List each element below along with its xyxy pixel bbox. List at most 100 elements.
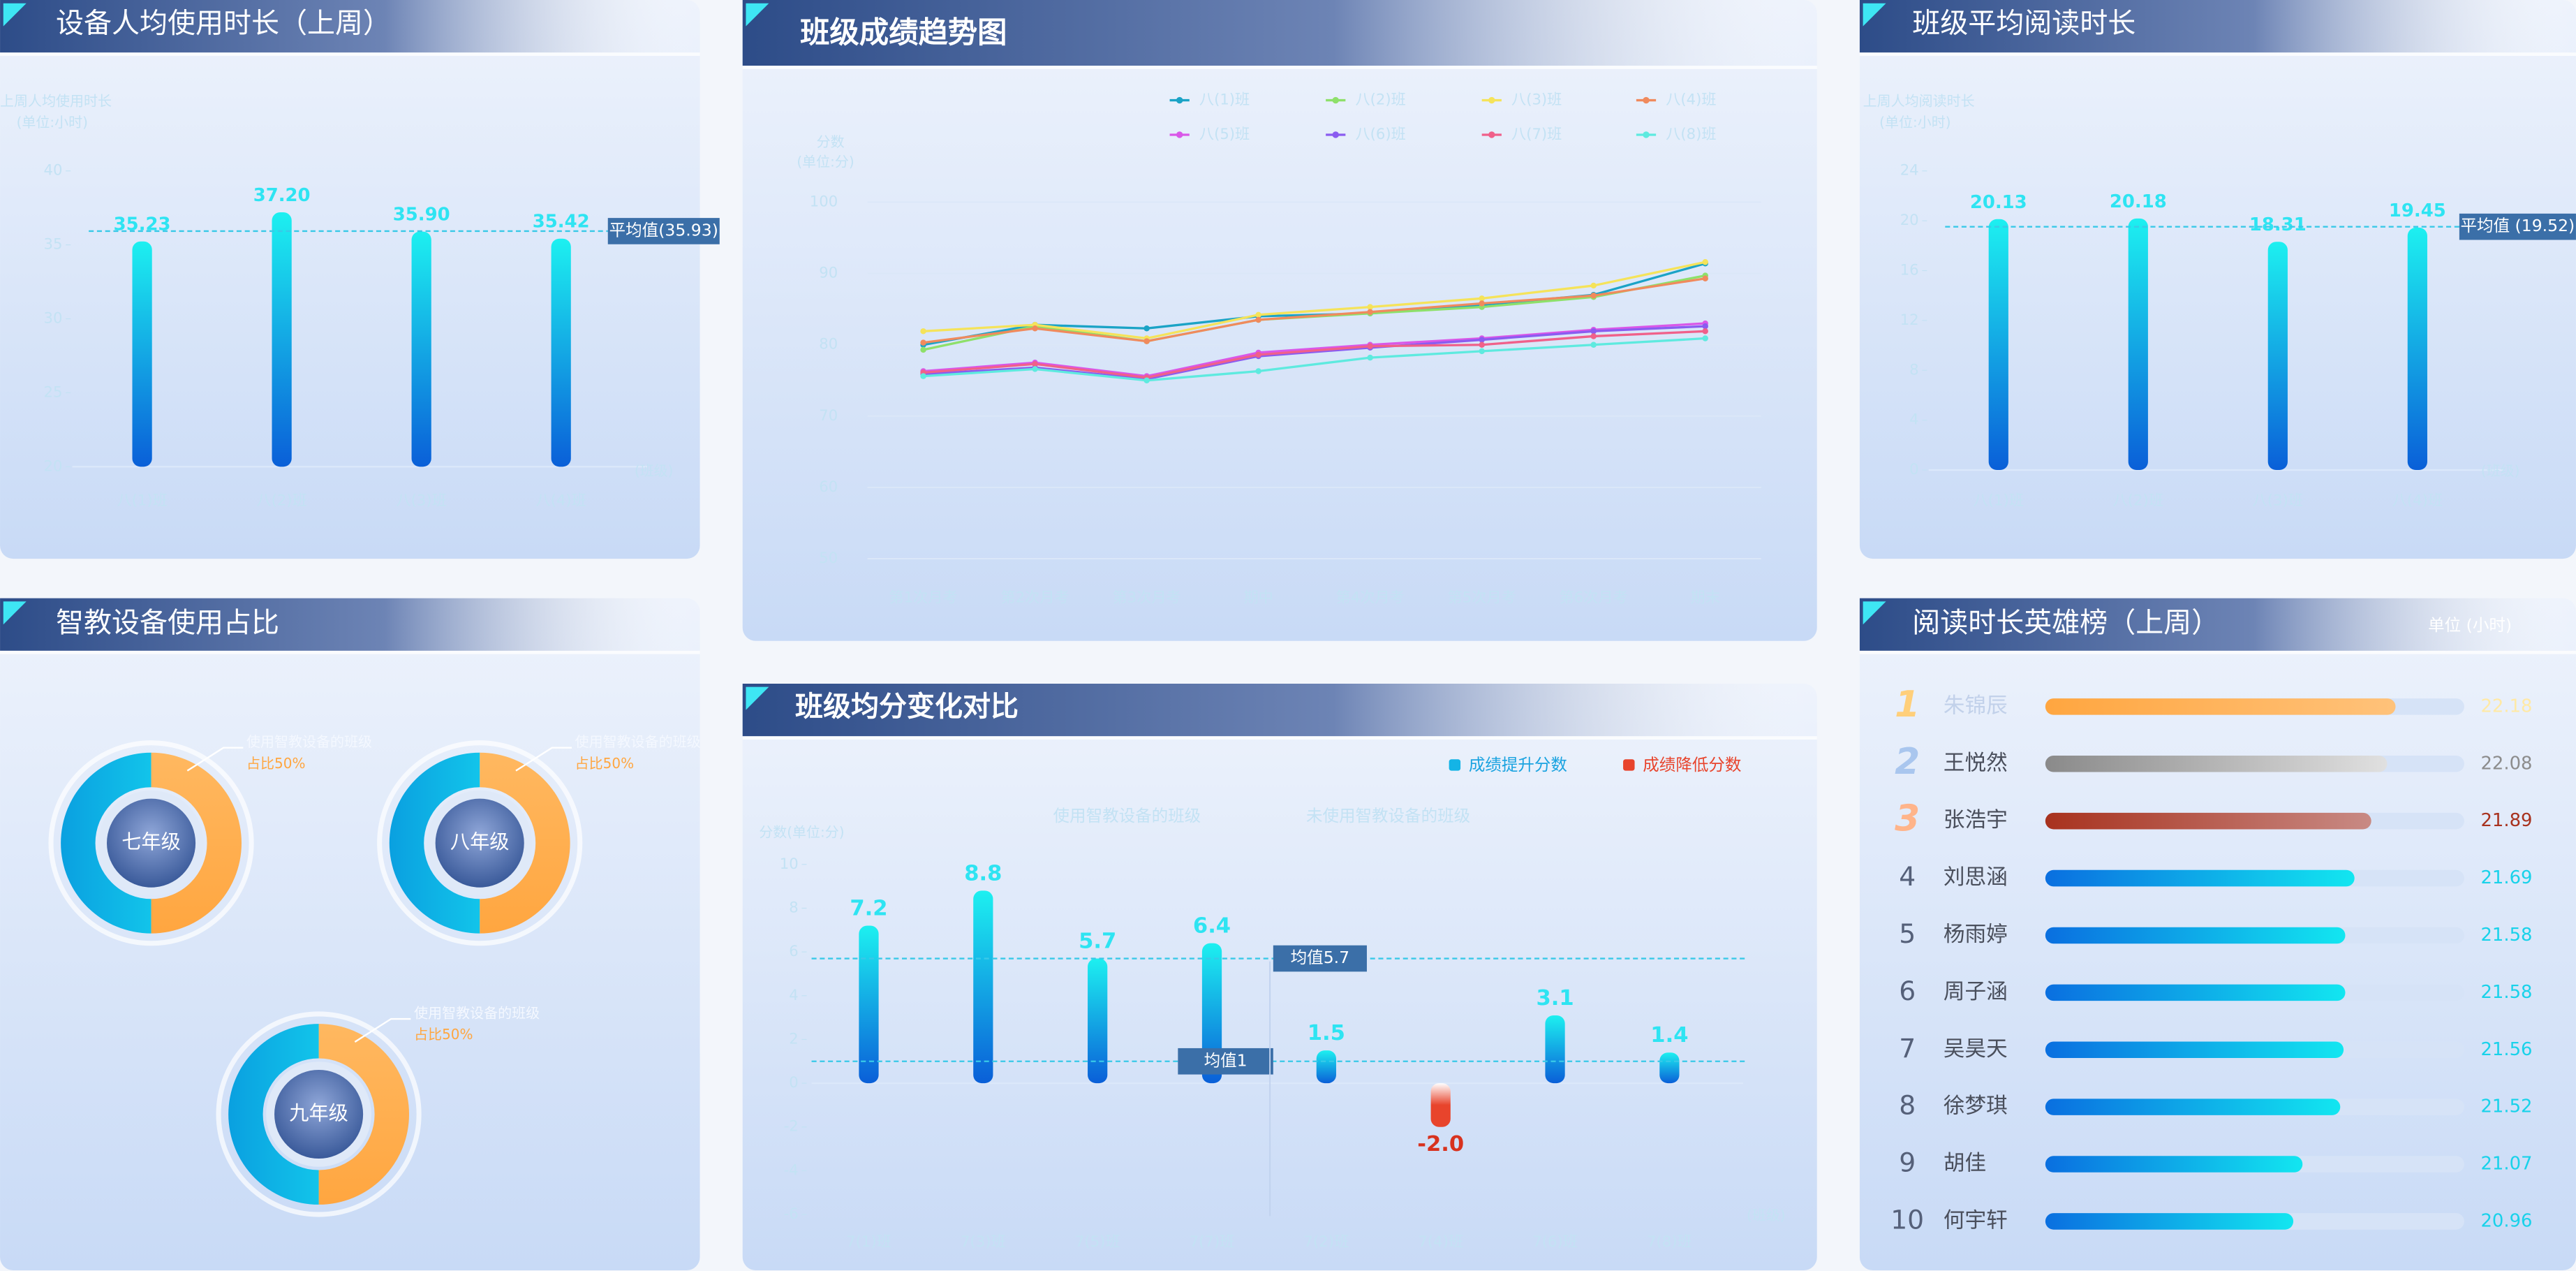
legend-label: 八(7)班 [1511,125,1562,142]
leader-line [354,1017,411,1043]
donut-value-label: 占比50% [414,1026,473,1043]
value-label: 21.58 [2480,982,2532,1003]
legend-dot [1643,131,1650,138]
bar [1088,958,1108,1084]
value-label: 3.1 [1536,986,1574,1011]
point [1255,351,1261,358]
y-tick-label: -6 [784,1205,799,1222]
header-icon [1863,3,1886,27]
y-tick-label: 40 [44,161,63,179]
value-label: 8.8 [964,861,1002,886]
point [920,373,926,379]
bar [2045,1213,2294,1230]
y-axis-label: 分数 [817,133,845,150]
bar [1988,219,2008,471]
y-axis-label: (单位:小时) [17,114,88,131]
y-tick-label: -4 [784,1161,799,1178]
point [1143,377,1150,384]
donut-label: 使用智教设备的班级 [246,733,372,750]
point [1702,323,1708,330]
donut-glow [377,740,583,946]
rank: 7 [1899,1033,1916,1064]
panel [742,0,1817,641]
name: 吴昊天 [1944,1037,2008,1061]
x-tick-label: 八(2)班 [2113,492,2163,509]
panel-title: 阅读时长英雄榜（上周） [1912,607,2219,639]
value-label: 20.96 [2480,1210,2532,1231]
value-label: 21.07 [2480,1154,2532,1175]
name: 胡佳 [1944,1152,1986,1176]
value-label: 7.2 [850,896,887,920]
bar [2045,1156,2303,1173]
bar [2045,812,2371,830]
y-tick-label: 4 [1909,411,1918,428]
donut-segment [61,752,151,934]
value-label: 37.20 [253,185,311,206]
value-label: 35.90 [393,205,450,226]
legend-dot [1332,96,1339,104]
average-box [607,218,720,244]
header-icon [3,3,27,27]
x-axis-label: (班级) [635,462,674,479]
panel-header [1859,598,2576,651]
legend-dot [1488,131,1495,138]
name: 张浩宇 [1944,808,2008,832]
point [1702,275,1708,281]
name: 刘思涵 [1944,865,2008,890]
y-axis-label: (单位:小时) [1879,114,1950,131]
value-label: 6.4 [1193,914,1231,939]
legend-label: 八(8)班 [1666,125,1716,142]
bar [132,241,152,467]
rank: 3 [1895,798,1920,840]
x-axis-label: (班级) [2481,462,2520,479]
value-label: 1.5 [1308,1021,1345,1045]
legend-dot [1176,96,1183,104]
y-tick-label: 100 [810,192,838,210]
point [1143,338,1150,344]
rank: 2 [1895,741,1920,783]
bar [1316,1050,1336,1084]
donut-core [107,798,196,888]
point [1590,293,1597,299]
point [1032,366,1038,372]
point [1479,300,1485,307]
group-label: 未使用智教设备的班级 [1306,806,1470,825]
x-tick-label: 7(4)班 [1418,1233,1463,1250]
rank: 10 [1890,1204,1924,1235]
panel-header [1859,0,2576,53]
x-tick-label: 八(2)班 [256,492,306,509]
legend-label: 八(6)班 [1355,125,1405,142]
name: 朱锦辰 [1944,693,2008,718]
y-tick-label: 90 [819,264,838,281]
x-tick-label: 第3次月考 [1113,589,1181,606]
donut-glow [48,740,254,946]
average-label: 均值5.7 [1291,948,1349,967]
x-tick-label: 7(7)班 [1190,1233,1235,1250]
average-label: 平均值(35.93) [609,220,718,240]
series-line [923,337,1705,382]
x-tick-label: 八(1)班 [1974,492,2024,509]
rank: 6 [1899,976,1916,1006]
value-label: 21.56 [2480,1039,2532,1060]
donut-name: 七年级 [121,830,181,853]
value-label: 20.18 [2110,191,2167,212]
leader-line [186,747,244,772]
panel-title: 智教设备使用占比 [56,607,279,639]
legend-dot [1332,131,1339,138]
panel [1859,0,2576,559]
point [1367,309,1373,315]
legend-label: 八(5)班 [1199,125,1250,142]
bar [2407,227,2427,471]
value-label: 22.18 [2480,696,2532,717]
y-tick-label: 20 [1900,211,1919,228]
x-tick-label: 第6次月考 [1560,589,1628,606]
series-line [923,277,1705,344]
bar [551,238,571,467]
x-tick-label: 7(8)班 [1647,1233,1692,1250]
legend-label: 成绩降低分数 [1643,755,1741,774]
point [1702,259,1708,265]
legend-dot [1643,96,1650,104]
bar [272,212,292,467]
value-label: 21.58 [2480,925,2532,946]
